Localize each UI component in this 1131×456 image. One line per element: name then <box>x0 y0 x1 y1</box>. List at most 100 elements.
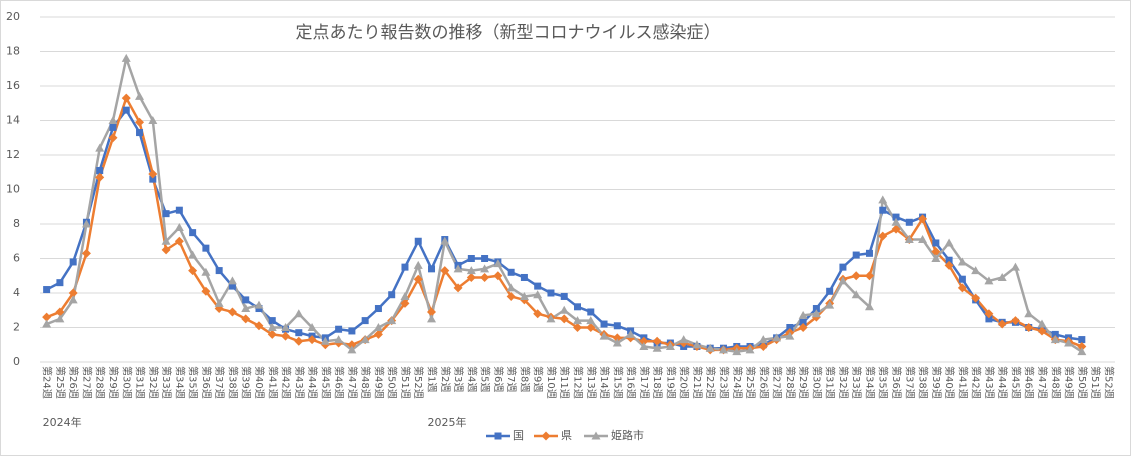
marker <box>786 324 794 331</box>
marker <box>347 345 357 354</box>
marker <box>427 307 437 317</box>
x-tick-label: 第45週 <box>1009 366 1022 399</box>
marker <box>136 129 144 137</box>
marker <box>201 267 211 276</box>
marker <box>506 291 516 301</box>
marker <box>918 214 928 224</box>
marker <box>401 263 409 271</box>
marker <box>652 336 662 346</box>
marker <box>227 307 237 317</box>
x-tick-label: 第20週 <box>678 366 691 399</box>
marker <box>428 265 436 273</box>
marker <box>612 338 622 347</box>
marker <box>758 335 768 344</box>
x-tick-label: 第28週 <box>94 366 107 399</box>
marker <box>599 331 609 340</box>
x-tick-label: 第44週 <box>306 366 319 399</box>
marker <box>612 333 622 343</box>
marker <box>547 289 555 297</box>
legend-marker <box>494 432 502 440</box>
marker <box>879 206 887 214</box>
x-tick-label: 第43週 <box>293 366 306 399</box>
x-tick-label: 第29週 <box>107 366 120 399</box>
y-tick-label: 6 <box>13 252 20 265</box>
marker <box>267 323 277 331</box>
marker <box>135 117 145 127</box>
marker <box>718 345 728 354</box>
y-tick-label: 14 <box>6 114 20 127</box>
marker <box>174 236 184 246</box>
x-tick-label: 第5週 <box>479 366 492 392</box>
marker <box>997 272 1007 281</box>
marker <box>307 335 317 345</box>
marker <box>162 210 170 218</box>
marker <box>440 266 450 276</box>
x-tick-label: 第30週 <box>120 366 133 399</box>
marker <box>268 317 276 325</box>
marker <box>985 315 993 323</box>
marker <box>334 335 344 344</box>
x-tick-label: 第34週 <box>173 366 186 399</box>
marker <box>785 331 795 340</box>
x-tick-label: 第12週 <box>572 366 585 399</box>
marker <box>758 341 768 351</box>
marker <box>55 307 65 317</box>
marker <box>307 323 317 331</box>
year-label: 2024年 <box>43 415 82 429</box>
x-tick-label: 第15週 <box>611 366 624 399</box>
x-tick-label: 第10週 <box>545 366 558 399</box>
marker <box>559 314 569 324</box>
marker <box>267 329 277 339</box>
x-tick-label: 第33週 <box>160 366 173 399</box>
x-tick-label: 第25週 <box>54 366 67 399</box>
marker <box>55 314 65 323</box>
marker <box>851 271 861 281</box>
marker <box>148 116 158 124</box>
marker <box>533 290 543 299</box>
marker <box>347 340 357 350</box>
marker <box>335 325 343 333</box>
marker <box>613 322 621 330</box>
marker <box>294 336 304 346</box>
y-tick-label: 18 <box>6 45 20 58</box>
marker <box>865 249 873 257</box>
marker <box>254 321 264 331</box>
x-tick-label: 第37週 <box>903 366 916 399</box>
marker <box>361 317 369 325</box>
marker <box>175 206 183 214</box>
marker <box>1050 335 1060 344</box>
marker <box>600 320 608 328</box>
x-tick-label: 第14週 <box>598 366 611 399</box>
marker <box>1077 341 1087 351</box>
chart-title: 定点あたり報告数の推移（新型コロナウイルス感染症） <box>296 23 721 43</box>
marker <box>493 271 503 281</box>
marker <box>109 123 117 131</box>
marker <box>586 323 596 332</box>
marker <box>414 237 422 245</box>
marker <box>95 143 105 152</box>
marker <box>520 273 528 281</box>
marker <box>826 287 834 295</box>
x-tick-label: 第44週 <box>996 366 1009 399</box>
x-tick-label: 第39週 <box>240 366 253 399</box>
year-label: 2025年 <box>428 415 467 429</box>
x-tick-label: 第31週 <box>134 366 147 399</box>
marker <box>1078 336 1086 344</box>
x-tick-label: 第49週 <box>1063 366 1076 399</box>
marker <box>1024 323 1034 332</box>
marker <box>43 286 51 294</box>
marker <box>440 236 450 245</box>
legend-marker <box>541 431 551 441</box>
marker <box>918 235 928 244</box>
y-tick-label: 10 <box>6 183 20 196</box>
x-tick-label: 第25週 <box>744 366 757 399</box>
marker <box>453 264 463 273</box>
x-tick-label: 第4週 <box>465 366 478 392</box>
marker <box>997 319 1007 329</box>
marker <box>944 238 954 247</box>
marker <box>587 308 595 316</box>
x-tick-label: 第46週 <box>1023 366 1036 399</box>
x-tick-label: 第24週 <box>731 366 744 399</box>
marker <box>573 316 582 325</box>
